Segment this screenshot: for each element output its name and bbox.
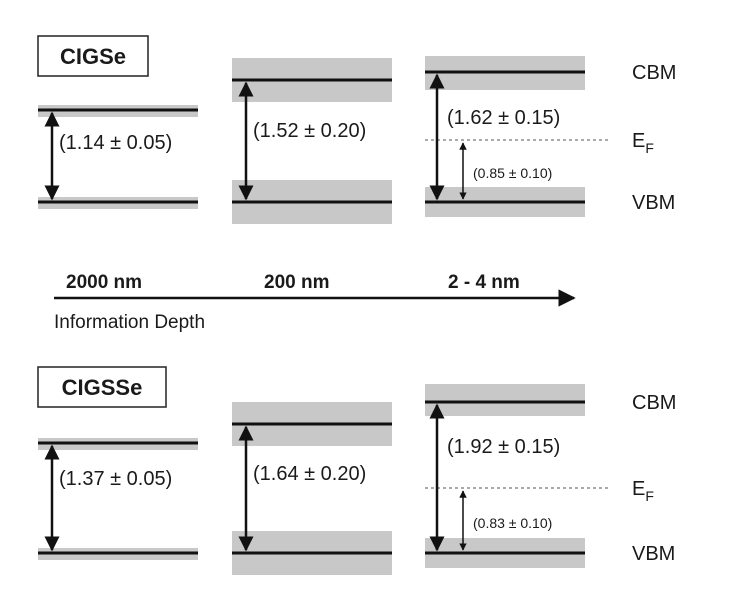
column-2-4nm: (1.62 ± 0.15) (0.85 ± 0.10) (425, 56, 610, 217)
cbm-band (425, 384, 585, 416)
gap-value: (1.92 ± 0.15) (447, 436, 560, 458)
cbm-label: CBM (632, 392, 676, 414)
vbm-label: VBM (632, 192, 675, 214)
depth-tick-200nm: 200 nm (264, 272, 329, 293)
fermi-value: (0.85 ± 0.10) (473, 165, 552, 181)
vbm-label: VBM (632, 543, 675, 565)
gap-value: (1.14 ± 0.05) (59, 132, 172, 154)
column-2-4nm: (1.92 ± 0.15) (0.83 ± 0.10) (425, 384, 610, 568)
panel-cigse: CIGSe (1.14 ± 0.05) (1.52 ± 0.20) (37, 35, 676, 224)
column-2000nm: (1.14 ± 0.05) (38, 105, 198, 209)
panel-title: CIGSe (60, 44, 126, 69)
panel-title: CIGSSe (62, 375, 143, 400)
gap-value: (1.64 ± 0.20) (253, 463, 366, 485)
gap-value: (1.37 ± 0.05) (59, 468, 172, 490)
column-2000nm: (1.37 ± 0.05) (38, 438, 198, 560)
depth-axis-label: Information Depth (54, 312, 205, 333)
gap-value: (1.52 ± 0.20) (253, 120, 366, 142)
panel-title-box (37, 35, 149, 77)
panel-cigsse: CIGSSe (1.37 ± 0.05) (1.64 ± 0.20) (37, 366, 676, 575)
ef-label: EF (632, 130, 654, 156)
gap-value: (1.62 ± 0.15) (447, 107, 560, 129)
depth-tick-2000nm: 2000 nm (66, 272, 142, 293)
fermi-value: (0.83 ± 0.10) (473, 515, 552, 531)
information-depth-axis: 2000 nm 200 nm 2 - 4 nm Information Dept… (54, 272, 576, 333)
column-200nm: (1.64 ± 0.20) (232, 402, 392, 575)
ef-label: EF (632, 478, 654, 504)
column-200nm: (1.52 ± 0.20) (232, 58, 392, 224)
depth-tick-2-4nm: 2 - 4 nm (448, 272, 520, 293)
cbm-label: CBM (632, 62, 676, 84)
panel-title-box (37, 366, 167, 408)
